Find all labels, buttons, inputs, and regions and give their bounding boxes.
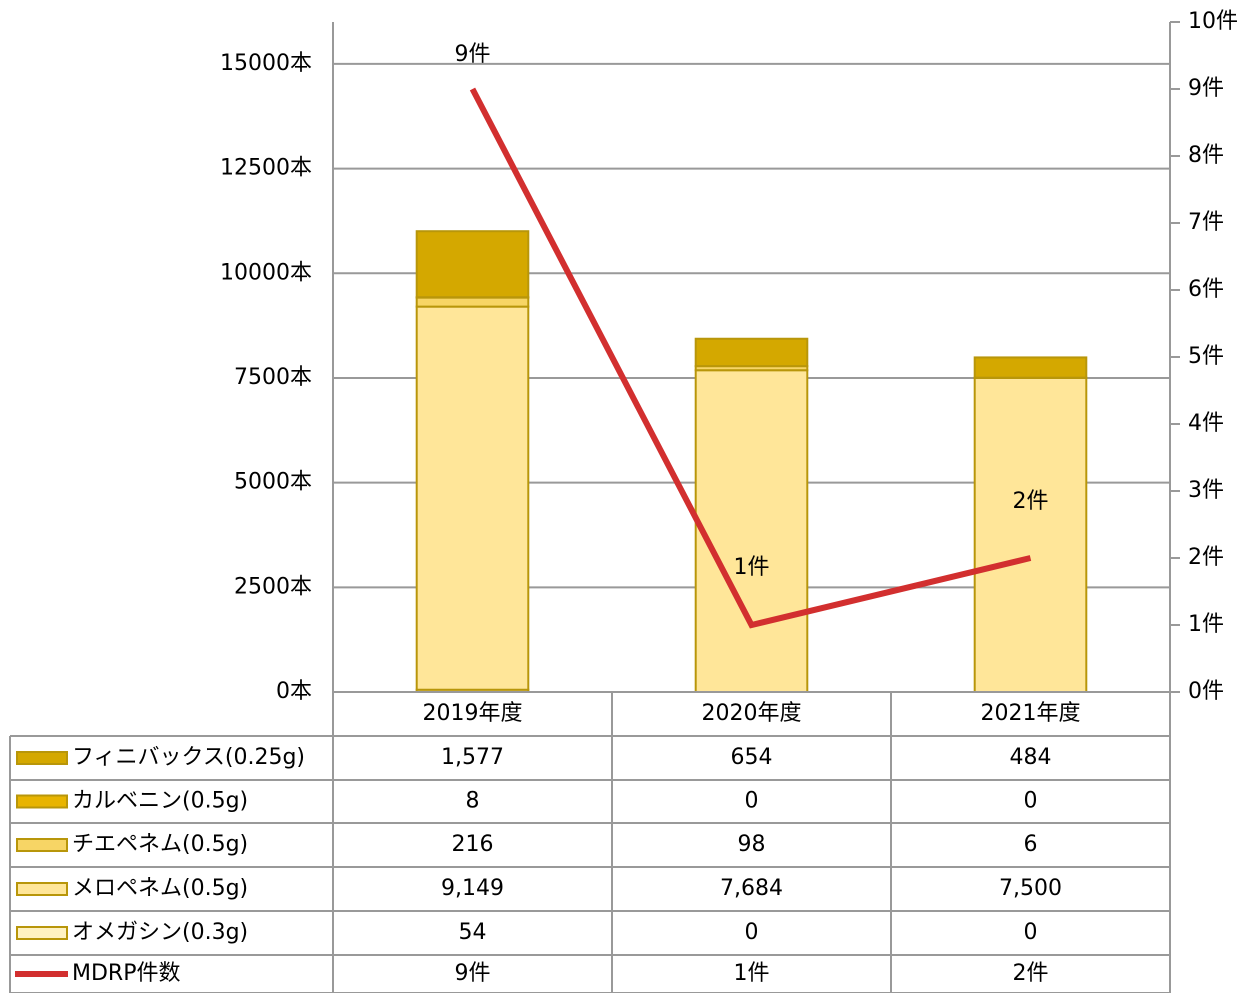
table-value: 9,149 (441, 876, 504, 901)
bar (415, 305, 530, 691)
legend-label: オメガシン(0.3g) (72, 920, 248, 945)
x-tick-label: 2020年度 (702, 701, 802, 726)
y-tick-label: 7500本 (234, 365, 312, 390)
table-value: 1,577 (441, 745, 504, 770)
table-value: 54 (459, 920, 487, 945)
data-label: 9件 (455, 42, 491, 67)
legend-label: チエペネム(0.5g) (72, 832, 248, 857)
table-value: 1件 (734, 961, 770, 986)
y2-tick-label: 8件 (1188, 143, 1224, 168)
legend-label: メロペネム(0.5g) (72, 876, 248, 901)
table-value: 654 (731, 745, 773, 770)
table-value: 8 (466, 789, 480, 814)
table-value: 7,500 (999, 876, 1062, 901)
table-value: 7,684 (720, 876, 783, 901)
y2-tick-label: 7件 (1188, 210, 1224, 235)
legend-swatch (16, 882, 68, 896)
bar (973, 376, 1088, 693)
y-tick-label: 12500本 (220, 156, 312, 181)
table-value: 6 (1024, 832, 1038, 857)
legend-swatch (16, 751, 68, 765)
legend-label: フィニバックス(0.25g) (72, 745, 305, 770)
table-value: 0 (1024, 789, 1038, 814)
y2-tick-label: 9件 (1188, 76, 1224, 101)
y2-tick-label: 6件 (1188, 277, 1224, 302)
y2-tick-label: 0件 (1188, 679, 1224, 704)
table-value: 9件 (455, 961, 491, 986)
y2-tick-label: 2件 (1188, 545, 1224, 570)
table-value: 0 (1024, 920, 1038, 945)
legend-label: カルベニン(0.5g) (72, 789, 248, 814)
y2-tick-label: 5件 (1188, 344, 1224, 369)
y2-tick-label: 4件 (1188, 411, 1224, 436)
y2-tick-label: 10件 (1188, 9, 1238, 34)
table-value: 98 (738, 832, 766, 857)
line (469, 87, 1032, 629)
bar (694, 369, 809, 693)
bar (973, 356, 1088, 379)
table-value: 0 (745, 789, 759, 814)
bar (694, 337, 809, 368)
legend-swatch (16, 838, 68, 852)
bar (415, 296, 530, 308)
table-value: 484 (1010, 745, 1052, 770)
y-tick-label: 10000本 (220, 260, 312, 285)
y-tick-label: 5000本 (234, 470, 312, 495)
y-tick-label: 2500本 (234, 574, 312, 599)
y-tick-label: 0本 (276, 679, 312, 704)
legend-swatch (16, 926, 68, 940)
y2-tick-label: 1件 (1188, 612, 1224, 637)
table-value: 216 (452, 832, 494, 857)
y-tick-label: 15000本 (220, 51, 312, 76)
table-value: 0 (745, 920, 759, 945)
x-tick-label: 2019年度 (423, 701, 523, 726)
legend-swatch (16, 794, 68, 809)
data-label: 1件 (734, 555, 770, 580)
y2-tick-label: 3件 (1188, 478, 1224, 503)
x-tick-label: 2021年度 (981, 701, 1081, 726)
table-value: 2件 (1013, 961, 1049, 986)
bar (415, 230, 530, 299)
data-label: 2件 (1013, 489, 1049, 514)
legend-label: MDRP件数 (72, 961, 180, 986)
